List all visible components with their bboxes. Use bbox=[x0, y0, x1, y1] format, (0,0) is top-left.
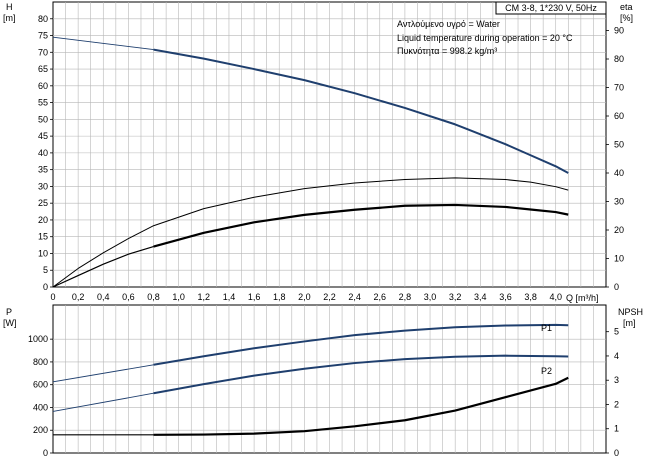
head-chart-labels: 0 5 10 15 20 25 30 35 40 45 50 55 60 65 70 75 80 0 10 20 30 4… bbox=[38, 14, 624, 302]
power-npsh-chart: 0 200 400 600 800 1000 0 1 2 3 4 5 P [W] NPSH [m] P… bbox=[3, 304, 643, 458]
y2-axis-unit-npsh: [m] bbox=[623, 318, 636, 328]
bottom-y-tick-200: 200 bbox=[33, 425, 48, 435]
pump-header: CM 3-8, 1*230 V, 50Hz bbox=[505, 3, 597, 13]
top-y2-tick-80: 80 bbox=[614, 54, 624, 64]
pump-header-box bbox=[495, 1, 607, 15]
y2-axis-unit-eta: [%] bbox=[620, 13, 633, 23]
bottom-y-tick-0: 0 bbox=[43, 448, 48, 458]
bottom-y2-tick-3: 3 bbox=[614, 375, 619, 385]
series-efficiency_thin bbox=[52, 177, 569, 288]
series-efficiency_thick-extrapolated bbox=[52, 245, 154, 288]
top-y2-tick-10: 10 bbox=[614, 254, 624, 264]
head-chart-grid bbox=[53, 2, 606, 287]
head-chart-curves bbox=[52, 36, 569, 288]
bottom-y-tick-1000: 1000 bbox=[28, 334, 48, 344]
series-head-extrapolated bbox=[52, 36, 154, 51]
series-p1 bbox=[153, 323, 569, 366]
x-tick-1-6: 1,6 bbox=[248, 292, 261, 302]
top-y-tick-70: 70 bbox=[38, 47, 48, 57]
y-axis-label-head: H bbox=[6, 2, 13, 12]
x-tick-1-2: 1,2 bbox=[198, 292, 211, 302]
x-tick-2-2: 2,2 bbox=[323, 292, 336, 302]
x-tick-2-6: 2,6 bbox=[374, 292, 387, 302]
bottom-y2-tick-5: 5 bbox=[614, 327, 619, 337]
x-tick-0-6: 0,6 bbox=[122, 292, 135, 302]
power-chart-curves bbox=[52, 323, 569, 436]
bottom-y-tick-800: 800 bbox=[33, 357, 48, 367]
x-tick-3-6: 3,6 bbox=[499, 292, 512, 302]
x-tick-2-4: 2,4 bbox=[348, 292, 361, 302]
annotation-temperature: Liquid temperature during operation = 20… bbox=[397, 33, 573, 43]
y-axis-unit-power: [W] bbox=[3, 318, 17, 328]
top-y-tick-40: 40 bbox=[38, 148, 48, 158]
x-tick-0-8: 0,8 bbox=[147, 292, 160, 302]
x-tick-2-0: 2,0 bbox=[298, 292, 311, 302]
x-tick-0-2: 0,2 bbox=[72, 292, 85, 302]
annotation-density: Πυκνότητα = 998.2 kg/m³ bbox=[397, 46, 497, 56]
x-tick-1-0: 1,0 bbox=[172, 292, 185, 302]
y-axis-label-power: P bbox=[6, 307, 12, 317]
top-y-tick-75: 75 bbox=[38, 31, 48, 41]
top-y2-tick-30: 30 bbox=[614, 197, 624, 207]
head-efficiency-chart: 0 5 10 15 20 25 30 35 40 45 50 55 60 65 70 75 80 0 10 20 30 4… bbox=[3, 1, 633, 303]
y-axis-unit-head: [m] bbox=[3, 13, 16, 23]
x-tick-1-8: 1,8 bbox=[273, 292, 286, 302]
x-tick-3-8: 3,8 bbox=[524, 292, 537, 302]
top-y-tick-0: 0 bbox=[43, 282, 48, 292]
series-label-p2: P2 bbox=[541, 366, 552, 376]
x-tick-4-0: 4,0 bbox=[549, 292, 562, 302]
top-y-tick-30: 30 bbox=[38, 181, 48, 191]
top-y2-tick-20: 20 bbox=[614, 225, 624, 235]
x-tick-3-0: 3,0 bbox=[424, 292, 437, 302]
series-head bbox=[153, 48, 569, 174]
top-y2-tick-60: 60 bbox=[614, 111, 624, 121]
series-label-p1: P1 bbox=[541, 323, 552, 333]
top-y-tick-80: 80 bbox=[38, 14, 48, 24]
top-y-tick-5: 5 bbox=[43, 265, 48, 275]
y2-axis-label-npsh: NPSH bbox=[618, 307, 643, 317]
bottom-y2-tick-0: 0 bbox=[614, 448, 619, 458]
x-tick-0: 0 bbox=[50, 292, 55, 302]
top-y2-tick-50: 50 bbox=[614, 140, 624, 150]
top-y2-tick-70: 70 bbox=[614, 83, 624, 93]
x-tick-1-4: 1,4 bbox=[223, 292, 236, 302]
x-tick-0-4: 0,4 bbox=[97, 292, 110, 302]
top-y-tick-65: 65 bbox=[38, 64, 48, 74]
top-y-tick-20: 20 bbox=[38, 215, 48, 225]
bottom-y-tick-400: 400 bbox=[33, 402, 48, 412]
top-y-tick-15: 15 bbox=[38, 232, 48, 242]
top-y-tick-35: 35 bbox=[38, 165, 48, 175]
bottom-y2-tick-1: 1 bbox=[614, 424, 619, 434]
x-tick-2-8: 2,8 bbox=[399, 292, 412, 302]
top-y-tick-55: 55 bbox=[38, 98, 48, 108]
power-chart-labels: 0 200 400 600 800 1000 0 1 2 3 4 5 bbox=[28, 327, 619, 458]
bottom-y2-tick-4: 4 bbox=[614, 351, 619, 361]
series-p1-extrapolated bbox=[52, 364, 154, 383]
series-p2 bbox=[153, 354, 569, 395]
power-chart-grid bbox=[53, 305, 606, 453]
top-y-tick-60: 60 bbox=[38, 81, 48, 91]
annotation-fluid: Αντλούμενο υγρό = Water bbox=[397, 19, 500, 29]
top-y2-tick-40: 40 bbox=[614, 168, 624, 178]
bottom-y2-tick-2: 2 bbox=[614, 399, 619, 409]
y2-axis-label-eta: eta bbox=[620, 2, 633, 12]
x-axis-label: Q [m³/h] bbox=[566, 293, 599, 303]
series-npsh bbox=[153, 376, 569, 436]
bottom-y-tick-600: 600 bbox=[33, 380, 48, 390]
series-efficiency_thick bbox=[153, 203, 569, 248]
top-y-tick-25: 25 bbox=[38, 198, 48, 208]
top-y-tick-45: 45 bbox=[38, 131, 48, 141]
top-y-tick-10: 10 bbox=[38, 248, 48, 258]
top-y-tick-50: 50 bbox=[38, 114, 48, 124]
top-y2-tick-0: 0 bbox=[614, 282, 619, 292]
x-tick-3-2: 3,2 bbox=[449, 292, 462, 302]
top-y2-tick-90: 90 bbox=[614, 26, 624, 36]
series-p2-extrapolated bbox=[52, 392, 154, 412]
x-tick-3-4: 3,4 bbox=[474, 292, 487, 302]
